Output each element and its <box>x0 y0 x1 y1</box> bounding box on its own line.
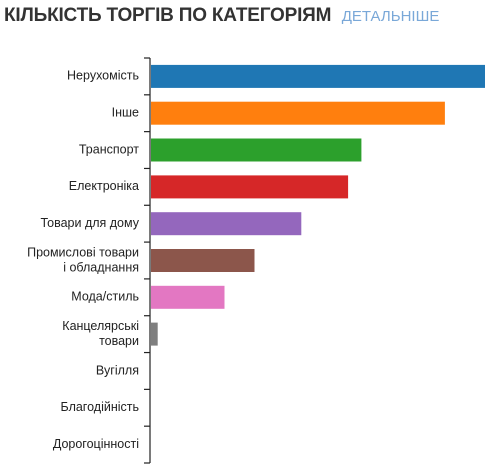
category-label: Електроніка <box>69 179 139 193</box>
category-label: Промислові товари <box>27 245 139 259</box>
category-label: Нерухомість <box>67 69 139 83</box>
bar[interactable] <box>151 138 362 162</box>
category-label: Дорогоцінності <box>53 437 139 451</box>
chart-title: КІЛЬКІСТЬ ТОРГІВ ПО КАТЕГОРІЯМ <box>4 5 332 26</box>
category-label: товари <box>99 334 139 348</box>
bar[interactable] <box>151 249 255 272</box>
chart-header: КІЛЬКІСТЬ ТОРГІВ ПО КАТЕГОРІЯМ ДЕТАЛЬНІШ… <box>4 5 439 27</box>
bar[interactable] <box>151 101 445 125</box>
category-label: Товари для дому <box>40 216 139 230</box>
category-label: Канцелярські <box>62 319 139 333</box>
bar[interactable] <box>151 322 158 346</box>
category-label: Інше <box>112 105 139 119</box>
category-label: Благодійність <box>61 400 140 414</box>
bar[interactable] <box>151 175 349 199</box>
bar[interactable] <box>151 285 225 309</box>
category-label: Вугілля <box>96 363 139 377</box>
bar[interactable] <box>151 212 302 236</box>
category-label: Мода/стиль <box>71 290 139 304</box>
details-link[interactable]: ДЕТАЛЬНІШЕ <box>341 8 440 25</box>
bar[interactable] <box>151 64 485 88</box>
category-label: і обладнання <box>63 260 139 274</box>
category-label: Транспорт <box>79 142 139 156</box>
